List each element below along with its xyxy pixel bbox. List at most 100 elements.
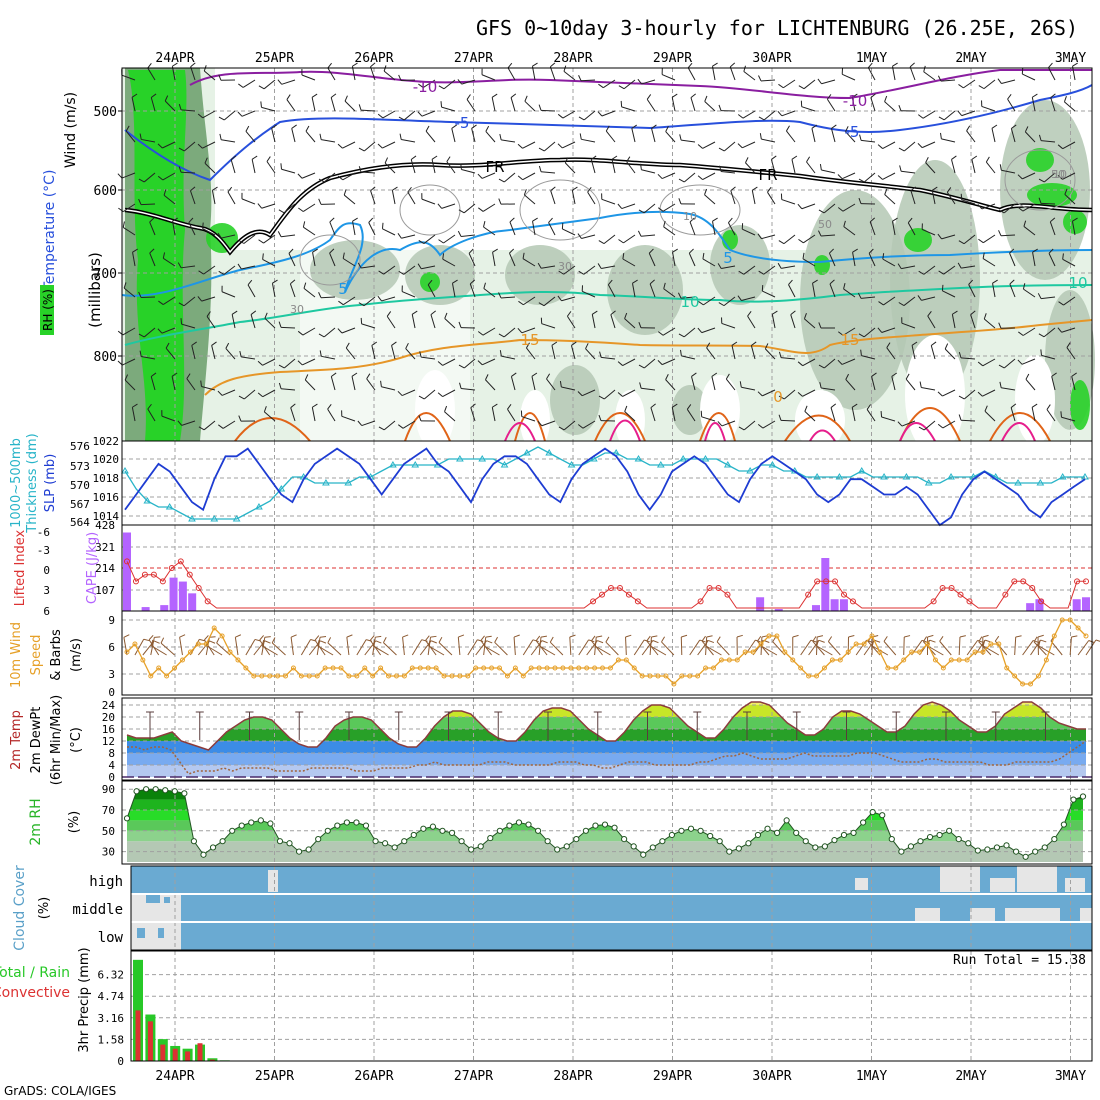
wind-barb-flag [237, 263, 242, 270]
precip-conv-bar [172, 1048, 178, 1061]
rh2m-marker [917, 838, 924, 845]
chart-title: GFS 0~10day 3-hourly for LICHTENBURG (26… [476, 16, 1078, 40]
wind-barb [523, 296, 536, 306]
wind-speed-marker [346, 673, 352, 679]
wind-barb-flag [178, 302, 185, 307]
wind-barb-flag [358, 147, 365, 152]
wind-barb [704, 101, 716, 112]
wind-barb [1001, 79, 1016, 85]
wind-barb [242, 79, 256, 88]
wind-barb [622, 258, 636, 267]
wind-barb [821, 169, 836, 174]
wind10-barb-flag [438, 636, 443, 643]
wind-barb [147, 67, 156, 81]
wind-barb [403, 265, 416, 275]
wind-barb-flag [157, 328, 163, 334]
thickness-marker [835, 473, 844, 480]
wind-barb-flag [829, 279, 835, 285]
wind-tick-3: 3 [108, 668, 115, 681]
wind-barb [524, 100, 536, 112]
cloud-patch [137, 928, 145, 938]
wind-barb [150, 376, 156, 391]
thickness-marker [924, 479, 933, 486]
rh2m-marker [678, 827, 685, 834]
wind10-barb-flag [939, 636, 944, 642]
wind-speed-marker [584, 665, 590, 671]
temp-label-4: (°C) [69, 727, 84, 753]
wind-barb [884, 101, 896, 112]
wind10-barb [1030, 639, 1041, 656]
wind10-barb-flag [264, 640, 271, 644]
wind-barb [186, 378, 196, 391]
wind-speed-marker [156, 665, 162, 671]
rh2m-marker [936, 831, 943, 839]
wind-barb [407, 191, 416, 205]
rh2m-marker [544, 838, 551, 845]
rh2m-marker [219, 838, 226, 845]
wind-barb [121, 172, 136, 179]
wind-barb [863, 327, 876, 338]
wind-speed-marker [671, 681, 677, 687]
bottom-date-8: 1MAY [856, 1069, 887, 1084]
wind-barb-flag [477, 360, 483, 366]
wind-barb-flag [638, 364, 645, 369]
wind-barb [804, 318, 816, 329]
wind-barb-flag [264, 312, 268, 319]
wind-barb-flag [219, 133, 222, 140]
wind-barb [442, 258, 456, 267]
wind-barb [911, 345, 916, 360]
wind-barb [761, 138, 776, 143]
wind-barb-flag [743, 65, 746, 72]
wind-barb-flag [460, 163, 462, 170]
wind-barb [891, 66, 896, 81]
li-marker [724, 591, 731, 598]
wind10-barb-flag [317, 639, 320, 646]
rh2m-marker [525, 821, 532, 828]
wind-speed-marker [489, 665, 495, 671]
wind-barb-flag [618, 85, 625, 90]
wind-barb-flag [272, 279, 278, 284]
wind10-barb-flag [1037, 634, 1044, 638]
wind-barb [631, 128, 636, 143]
wind-barb [745, 162, 756, 174]
temp-tick-0: 0 [108, 771, 115, 784]
wind-barb [649, 283, 656, 298]
wind10-barb [701, 640, 714, 656]
wind-barb-flag [198, 270, 204, 275]
wind-barb [780, 419, 796, 422]
wind-barb [262, 358, 276, 366]
wind-barb-flag [1050, 93, 1056, 99]
rh-grid [122, 781, 1092, 864]
wind-barb [368, 222, 376, 236]
wind-barb [172, 221, 176, 236]
wind10-barb-flag [375, 640, 382, 644]
wind-barb [590, 159, 596, 174]
temp-label-3: (6hr Min/Max) [49, 695, 64, 785]
wind10-barb-flag [1040, 639, 1047, 643]
wind-barb [381, 386, 396, 391]
wind-barb [992, 283, 996, 298]
wind10-barb [828, 641, 841, 656]
rh-clear [905, 335, 965, 455]
wind-speed-marker [901, 657, 907, 663]
rh2m-marker [621, 836, 628, 843]
wind10-barb-flag [1015, 635, 1022, 638]
rh2m-marker [133, 788, 140, 795]
rh2m-marker [1003, 842, 1010, 849]
rh2m-marker [984, 846, 991, 853]
wind-barb [441, 203, 456, 209]
bottom-date-10: 3MAY [1055, 1069, 1086, 1084]
rh2m-marker [926, 833, 934, 841]
wind-barb-flag [957, 262, 962, 269]
wind-barb [960, 419, 976, 422]
wind-barb [702, 141, 716, 149]
wind-barb-flag [640, 163, 642, 170]
wind10-barb [800, 639, 812, 656]
wind10-barb [150, 645, 167, 656]
thickness-marker [902, 473, 911, 480]
wind-barb [731, 345, 736, 360]
wind-barb [403, 110, 416, 121]
rh-band [127, 799, 1083, 810]
cloud-level-high: high [89, 874, 123, 890]
wind10-barb [245, 639, 256, 656]
